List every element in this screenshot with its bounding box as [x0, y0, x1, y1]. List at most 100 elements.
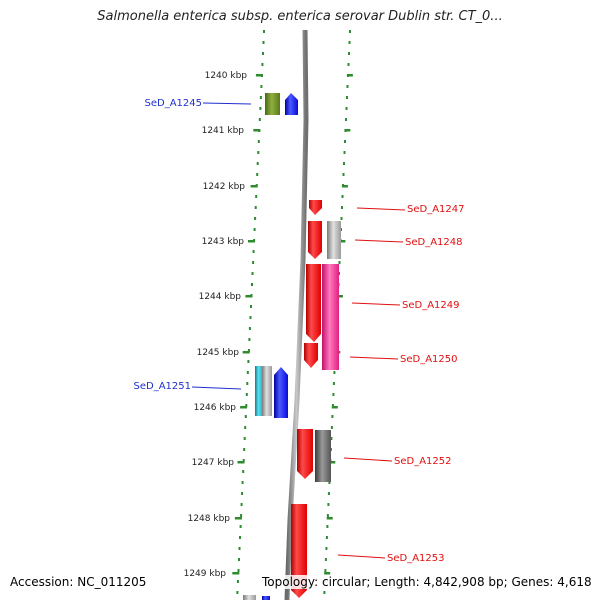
left-scale-dot — [259, 107, 262, 110]
right-scale-tick-mark — [324, 572, 331, 575]
gene-red-1247[interactable] — [309, 200, 322, 215]
scale-tick-mark — [237, 461, 245, 464]
left-scale-dot — [245, 393, 248, 396]
gene-magenta-1250[interactable] — [322, 264, 339, 370]
tick-label-1242: 1242 kbp — [203, 182, 246, 192]
right-scale-dot — [349, 30, 351, 33]
gene-label-SeD_A1253[interactable]: SeD_A1253 — [387, 553, 445, 564]
gene-blue-arrow-1[interactable] — [285, 93, 298, 115]
gene-olive[interactable] — [265, 93, 280, 115]
right-scale-dot — [324, 569, 327, 572]
right-scale-dot — [325, 536, 328, 539]
left-scale-dot — [249, 316, 252, 319]
gene-blue-arrow-2[interactable] — [274, 367, 288, 418]
right-scale-dot — [327, 503, 330, 506]
gene-red-1252[interactable] — [297, 429, 313, 479]
left-scale-dot — [258, 118, 261, 121]
scale-tick-mark — [255, 74, 263, 77]
scale-tick-mark — [242, 351, 250, 354]
gene-red-1248[interactable] — [308, 221, 322, 259]
left-scale-dot — [236, 580, 239, 583]
gene-darkgray-1252[interactable] — [315, 430, 331, 482]
label-leader-lines — [191, 102, 406, 559]
left-scale-dot — [239, 525, 242, 528]
gene-gray-bottom[interactable] — [243, 595, 256, 600]
right-scale-dot — [343, 151, 346, 154]
right-scale-dot — [326, 514, 329, 517]
gene-label-SeD_A1252[interactable]: SeD_A1252 — [394, 456, 452, 467]
left-scale-dot — [244, 415, 247, 418]
right-scale-tick-mark — [339, 240, 346, 243]
left-scale-dot — [241, 492, 244, 495]
left-scale-dot — [243, 437, 246, 440]
left-scale-dot — [261, 63, 264, 66]
left-scale-dot — [254, 206, 257, 209]
left-scale-dot — [256, 173, 259, 176]
right-scale-dot — [346, 85, 349, 88]
left-scale-dot — [257, 140, 260, 143]
gene-label-SeD_A1248[interactable]: SeD_A1248 — [405, 237, 463, 248]
right-scale-dot — [341, 195, 344, 198]
gene-gray-1248[interactable] — [327, 221, 341, 259]
tick-label-1245: 1245 kbp — [197, 348, 240, 358]
gene-red-1249[interactable] — [306, 264, 321, 342]
left-scale-dot — [246, 382, 249, 385]
gene-red-1253[interactable] — [291, 504, 307, 598]
gene-label-SeD_A1245[interactable]: SeD_A1245 — [145, 98, 203, 109]
gene-label-SeD_A1249[interactable]: SeD_A1249 — [402, 300, 460, 311]
right-scale-dot — [348, 52, 350, 55]
left-scale-dot — [263, 30, 265, 33]
tick-label-1247: 1247 kbp — [192, 458, 235, 468]
right-scale-dot — [332, 393, 335, 396]
gene-label-SeD_A1251[interactable]: SeD_A1251 — [134, 381, 192, 392]
scale-tick-mark — [240, 406, 248, 409]
scale-tick-mark — [234, 517, 242, 520]
gene-label-SeD_A1247[interactable]: SeD_A1247 — [407, 204, 465, 215]
left-scale-dot — [236, 591, 239, 594]
right-scale-dot — [341, 206, 343, 209]
right-scale-dot — [326, 525, 329, 528]
right-scale-dot — [332, 382, 335, 385]
left-scale-dot — [242, 459, 245, 462]
tick-label-1248: 1248 kbp — [188, 514, 231, 524]
map-title: Salmonella enterica subsp. enterica sero… — [97, 9, 503, 24]
gene-gray-1251[interactable] — [262, 366, 272, 416]
gene-cyan-1251[interactable] — [255, 366, 263, 416]
right-scale-dot — [340, 217, 343, 220]
gene-label-SeD_A1250[interactable]: SeD_A1250 — [400, 354, 458, 365]
right-scale-dot — [331, 415, 334, 418]
scale-tick-mark — [248, 240, 255, 243]
right-scale-dot — [333, 371, 336, 374]
left-scale-dot — [248, 338, 251, 341]
left-scale-dot — [255, 195, 258, 198]
gene-labels: SeD_A1245 SeD_A1251 SeD_A1247 SeD_A1248 … — [134, 98, 465, 564]
tick-label-1249: 1249 kbp — [184, 569, 227, 579]
left-scale-dot — [241, 481, 244, 484]
topology-text: Topology: circular; Length: 4,842,908 bp… — [260, 575, 594, 589]
right-scale-dot — [328, 481, 331, 484]
right-scale-tick-mark — [344, 129, 351, 132]
scale-tick-mark — [245, 295, 253, 298]
scale-tick-mark — [253, 129, 261, 132]
right-scale-tick-mark — [331, 406, 338, 409]
left-scale-dot — [251, 272, 254, 275]
scale-tick-mark — [250, 185, 258, 188]
tick-label-1240: 1240 kbp — [205, 71, 248, 81]
right-scale-tick-mark — [329, 461, 336, 464]
left-scale-dot — [262, 41, 265, 44]
left-scale-dots — [232, 30, 265, 594]
left-scale-dot — [252, 250, 255, 253]
left-scale-dot — [262, 52, 264, 55]
right-scale-dot — [345, 118, 347, 121]
gene-red-1249b[interactable] — [304, 343, 318, 368]
right-scale-tick-mark — [326, 517, 333, 520]
scale-tick-labels: 1240 kbp 1241 kbp 1242 kbp 1243 kbp 1244… — [184, 71, 248, 579]
gene-blue-bottom[interactable] — [262, 596, 270, 600]
left-scale-dot — [245, 404, 248, 407]
tick-label-1241: 1241 kbp — [202, 126, 245, 136]
left-scale-dot — [237, 569, 240, 572]
scale-tick-mark — [232, 572, 240, 575]
right-scale-dot — [342, 173, 345, 176]
left-scale-dot — [248, 327, 251, 330]
